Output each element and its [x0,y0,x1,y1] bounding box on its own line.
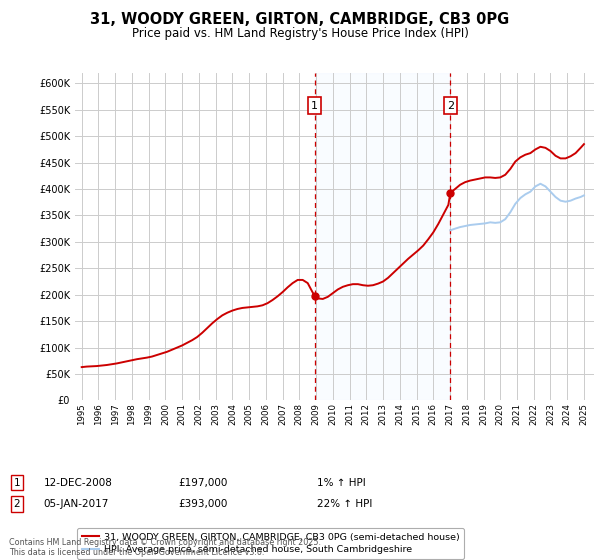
Text: 1% ↑ HPI: 1% ↑ HPI [317,478,365,488]
Text: 1: 1 [13,478,20,488]
Bar [315,73,451,400]
Text: 22% ↑ HPI: 22% ↑ HPI [317,499,372,509]
Text: 05-JAN-2017: 05-JAN-2017 [44,499,109,509]
Text: Contains HM Land Registry data © Crown copyright and database right 2025.
This d: Contains HM Land Registry data © Crown c… [9,538,321,557]
Text: 2: 2 [447,101,454,110]
Legend: 31, WOODY GREEN, GIRTON, CAMBRIDGE, CB3 0PG (semi-detached house), HPI: Average : 31, WOODY GREEN, GIRTON, CAMBRIDGE, CB3 … [77,528,464,559]
Text: £197,000: £197,000 [179,478,228,488]
Text: Price paid vs. HM Land Registry's House Price Index (HPI): Price paid vs. HM Land Registry's House … [131,27,469,40]
Text: 31, WOODY GREEN, GIRTON, CAMBRIDGE, CB3 0PG: 31, WOODY GREEN, GIRTON, CAMBRIDGE, CB3 … [91,12,509,27]
Text: £393,000: £393,000 [179,499,228,509]
Text: 12-DEC-2008: 12-DEC-2008 [44,478,113,488]
Text: 2: 2 [13,499,20,509]
Text: 1: 1 [311,101,318,110]
